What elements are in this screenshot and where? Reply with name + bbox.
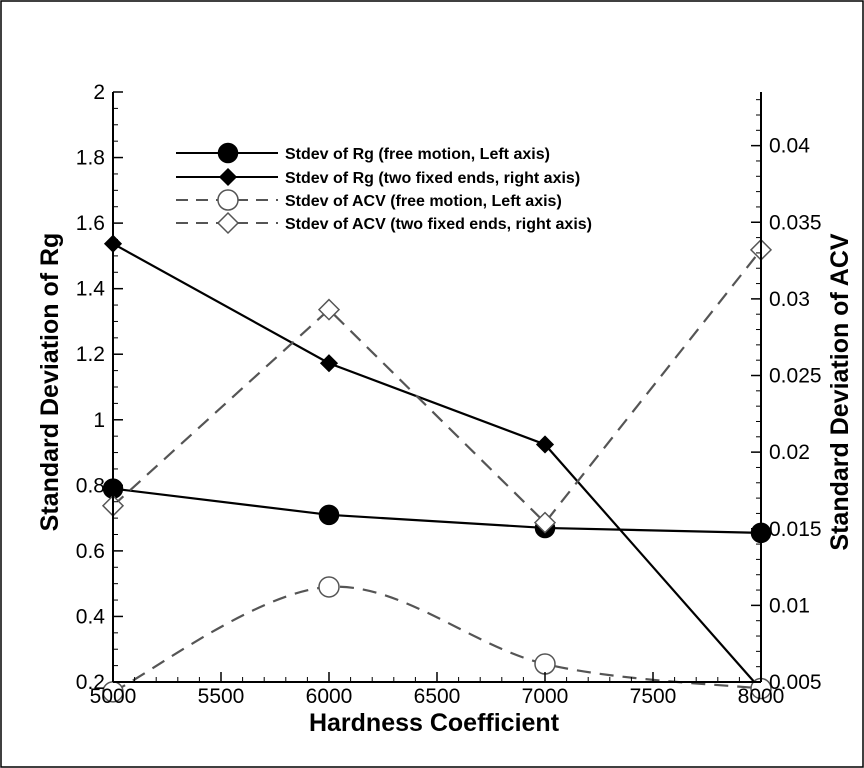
data-point-series-3 <box>318 576 340 598</box>
legend-entry-4: Stdev of ACV (two fixed ends, right axis… <box>285 216 592 233</box>
series-line-2 <box>112 242 762 691</box>
x-tick-label: 6500 <box>414 685 461 708</box>
legend-marker-2 <box>218 167 238 187</box>
x-tick-label: 7500 <box>630 685 677 708</box>
x-tick-label: 6000 <box>306 685 353 708</box>
x-tick-label: 7000 <box>522 685 569 708</box>
series-line-1 <box>112 487 762 534</box>
y-left-tick-label: 1.6 <box>76 212 105 235</box>
y-axis-left-title: Standard Deviation of Rg <box>36 233 64 532</box>
legend-marker-1 <box>217 142 239 164</box>
y-left-tick-label: 1 <box>93 409 105 432</box>
data-point-series-4 <box>317 298 341 321</box>
data-point-series-2 <box>535 435 555 454</box>
y-right-tick-label: 0.015 <box>769 518 822 541</box>
data-point-series-1 <box>318 504 340 526</box>
y-right-tick-label: 0.02 <box>769 441 810 464</box>
y-left-tick-label: 0.4 <box>76 605 106 628</box>
legend-entry-1: Stdev of Rg (free motion, Left axis) <box>285 146 550 163</box>
x-axis-title: Hardness Coefficient <box>309 709 560 737</box>
x-tick-label: 5000 <box>90 685 137 708</box>
data-point-series-4 <box>533 511 557 534</box>
x-tick-label: 5500 <box>198 685 245 708</box>
y-right-tick-label: 0.035 <box>769 211 822 234</box>
legend-marker-4 <box>216 211 240 235</box>
data-point-series-2 <box>319 354 339 373</box>
y-axis-right-title: Standard Deviation of ACV <box>826 233 854 550</box>
tick-layer: 5000 5500 6000 6500 7000 7500 8000 0.2 0.4 0.6 0.8… <box>76 81 822 708</box>
y-right-tick-label: 0.03 <box>769 288 810 311</box>
series-line-3 <box>112 585 762 693</box>
legend-entry-3: Stdev of ACV (free motion, Left axis) <box>285 193 562 210</box>
y-right-tick-label: 0.01 <box>769 594 810 617</box>
y-left-tick-label: 1.2 <box>76 343 105 366</box>
series-line-4 <box>112 249 762 525</box>
y-left-tick-label: 0.8 <box>76 474 105 497</box>
legend: Stdev of Rg (free motion, Left axis) Stde… <box>176 142 592 235</box>
legend-marker-3 <box>217 189 239 211</box>
y-left-tick-label: 1.8 <box>76 147 105 170</box>
y-left-tick-label: 1.4 <box>76 278 106 301</box>
y-right-tick-label: 0.025 <box>769 365 822 388</box>
x-tick-label: 8000 <box>738 685 785 708</box>
y-left-tick-label: 0.2 <box>76 671 105 694</box>
data-point-series-3 <box>534 653 556 675</box>
y-right-tick-label: 0.04 <box>769 135 810 158</box>
y-right-tick-label: 0.005 <box>769 671 822 694</box>
y-left-tick-label: 0.6 <box>76 540 105 563</box>
y-left-tick-label: 2 <box>93 81 105 104</box>
legend-entry-2: Stdev of Rg (two fixed ends, right axis) <box>285 170 580 187</box>
